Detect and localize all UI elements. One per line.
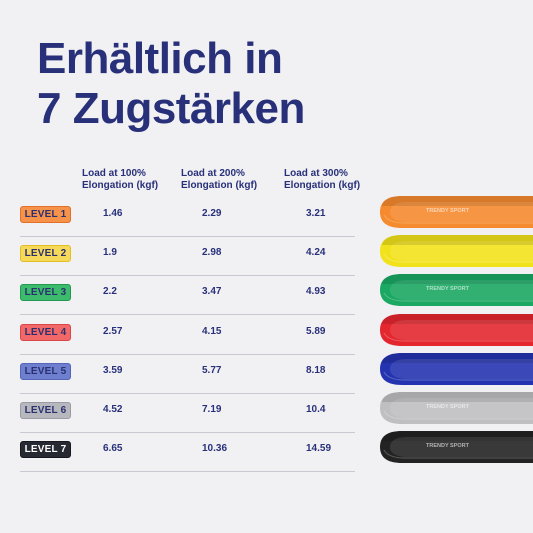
band-brand-label: TRENDY SPORT [426, 286, 470, 292]
table-cell: 2.29 [202, 208, 222, 219]
table-cell: 2.2 [103, 286, 117, 298]
title-line-2: 7 Zugstärken [37, 84, 305, 133]
table-cell: 6.65 [103, 443, 123, 455]
row-divider [20, 236, 355, 237]
column-header-200: Load at 200% Elongation (kgf) [181, 168, 257, 192]
resistance-bands-image: TRENDY SPORT TRENDY SPORT TRENDY SPORT TREN… [378, 194, 533, 494]
column-header-200-line1: Load at 200% [181, 168, 245, 179]
row-divider [20, 392, 355, 394]
table-cell: 10.36 [202, 443, 228, 455]
resistance-band [380, 352, 533, 385]
table-cell: 8.18 [306, 364, 326, 376]
level-badge: LEVEL 1 [20, 206, 71, 223]
table-row: LEVEL 4 2.57 4.15 5.89 [20, 316, 355, 355]
row-divider [20, 432, 355, 433]
column-header-200-line2: Elongation (kgf) [181, 180, 258, 191]
level-badge: LEVEL 5 [20, 362, 71, 380]
band-brand-label: TRENDY SPORT [426, 404, 470, 410]
title-line-1: Erhältlich in [37, 34, 283, 83]
table-cell: 4.52 [103, 404, 123, 415]
level-badge: LEVEL 4 [20, 323, 71, 341]
page-title: Erhältlich in 7 Zugstärken [37, 34, 305, 134]
resistance-band: TRENDY SPORT [380, 392, 533, 424]
table-row: LEVEL 2 1.9 2.98 4.24 [20, 237, 355, 277]
column-header-100: Load at 100% Elongation (kgf) [82, 168, 158, 192]
table-cell: 3.47 [202, 286, 222, 298]
table-cell: 1.46 [103, 208, 123, 219]
resistance-band: TRENDY SPORT [380, 196, 533, 228]
table-cell: 14.59 [306, 443, 332, 455]
resistance-band: TRENDY SPORT [380, 431, 533, 464]
column-header-100-line1: Load at 100% [82, 168, 146, 179]
level-badge: LEVEL 2 [20, 245, 71, 263]
table-row: LEVEL 1 1.46 2.29 3.21 [20, 198, 355, 237]
resistance-band [380, 313, 533, 346]
column-header-100-line2: Elongation (kgf) [82, 180, 159, 191]
level-badge: LEVEL 3 [20, 284, 71, 302]
row-divider [20, 353, 355, 355]
table-cell: 4.15 [202, 325, 222, 337]
table-cell: 5.89 [306, 325, 326, 337]
table-cell: 3.59 [103, 364, 123, 376]
table-cell: 5.77 [202, 364, 222, 376]
table-row: LEVEL 3 2.2 3.47 4.93 [20, 276, 355, 316]
resistance-band: TRENDY SPORT [380, 274, 533, 307]
table-cell: 4.24 [306, 247, 326, 259]
level-badge: LEVEL 6 [20, 402, 71, 419]
table-cell: 1.9 [103, 247, 117, 259]
level-badge: LEVEL 7 [20, 441, 71, 459]
table-row: LEVEL 7 6.65 10.36 14.59 [20, 433, 355, 473]
column-header-300: Load at 300% Elongation (kgf) [284, 168, 360, 192]
table-row: LEVEL 6 4.52 7.19 10.4 [20, 394, 355, 433]
table-cell: 4.93 [306, 286, 326, 298]
table-cell: 10.4 [306, 404, 326, 415]
row-divider [20, 471, 355, 473]
table-row: LEVEL 5 3.59 5.77 8.18 [20, 355, 355, 394]
resistance-band [380, 235, 533, 268]
table-cell: 3.21 [306, 208, 326, 219]
row-divider [20, 275, 355, 277]
table-cell: 7.19 [202, 404, 222, 415]
table-cell: 2.57 [103, 325, 123, 337]
band-brand-label: TRENDY SPORT [426, 208, 470, 214]
column-header-300-line1: Load at 300% [284, 168, 348, 179]
table-cell: 2.98 [202, 247, 222, 259]
band-brand-label: TRENDY SPORT [426, 443, 470, 449]
column-header-300-line2: Elongation (kgf) [284, 180, 361, 191]
row-divider [20, 314, 355, 316]
